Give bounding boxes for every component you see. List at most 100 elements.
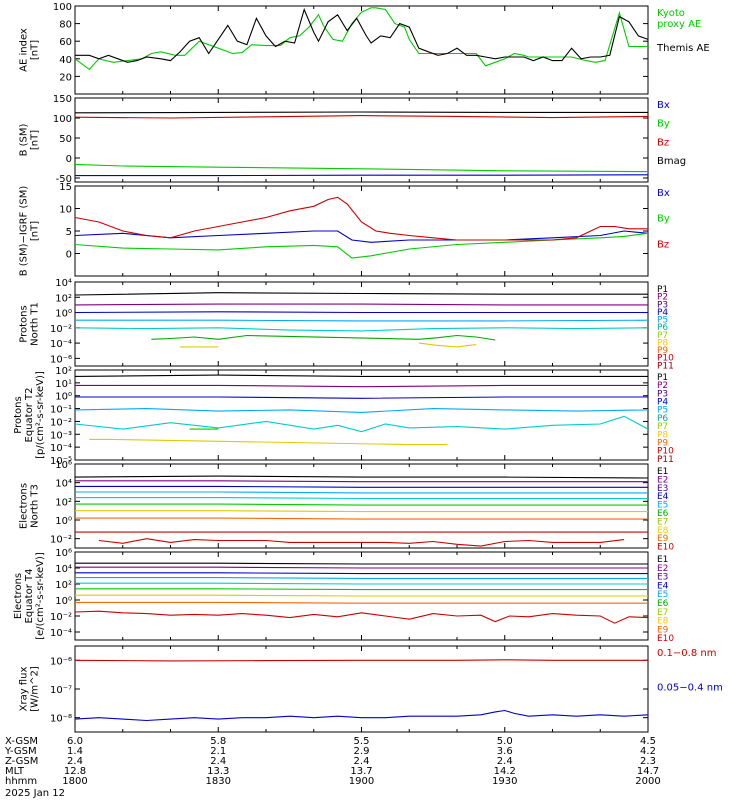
ephemeris-value: 14.2 xyxy=(494,766,516,777)
series-line xyxy=(75,497,648,500)
legend-entry: P10 xyxy=(657,354,674,364)
y-axis-label: Equator T2 xyxy=(24,388,35,443)
panel-frame xyxy=(74,97,649,183)
legend-entry: E9 xyxy=(657,625,669,635)
legend-entry: E2 xyxy=(657,475,668,485)
panel-5: 10⁻⁵ 10⁻⁴ 10⁻³ 10⁻²10⁻¹ 10⁰ 10¹ 10² Protons Equa… xyxy=(13,366,674,467)
legend-entry: E2 xyxy=(657,564,668,574)
y-tick-label: 10⁻⁷ xyxy=(50,685,72,696)
series-line xyxy=(74,196,648,241)
panel-4: 10⁻⁶ 10⁻⁴ 10⁻² 10⁰ 10² 10⁴ Protons North T1 P1P2… xyxy=(19,278,675,371)
legend-entry: P8 xyxy=(657,430,668,440)
y-axis-label: North T1 xyxy=(30,302,41,346)
panel-frame xyxy=(74,5,649,95)
y-tick-label: 60 xyxy=(59,37,72,48)
series-line xyxy=(74,327,649,332)
legend-entry: E3 xyxy=(657,484,668,494)
legend-entry: P7 xyxy=(657,422,668,432)
y-tick-label: 10⁻¹ xyxy=(50,405,72,416)
y-tick-label: 10⁻³ xyxy=(50,430,72,441)
y-tick-label: 10¹ xyxy=(55,379,72,390)
y-tick-label: 40 xyxy=(59,55,72,66)
ephemeris-row-label: Z-GSM xyxy=(5,756,38,767)
y-axis-label: Electrons xyxy=(19,483,30,529)
y-tick-label: 0 xyxy=(66,250,72,261)
ephemeris-row-label: X-GSM xyxy=(5,736,38,747)
y-axis-label: [W/m^2] xyxy=(30,666,41,712)
series-line xyxy=(75,485,648,488)
series-line xyxy=(75,480,648,483)
legend-entry: E4 xyxy=(657,492,669,502)
y-tick-label: 10⁻⁶ xyxy=(50,354,72,365)
legend-entry: E6 xyxy=(657,509,669,519)
y-tick-label: 10⁶ xyxy=(55,460,72,471)
y-tick-label: 10⁻² xyxy=(50,612,72,623)
panel-frame xyxy=(74,369,649,461)
ephemeris-value: 2.3 xyxy=(640,756,656,767)
legend-entry: P1 xyxy=(657,285,668,295)
ephemeris-value: 2.1 xyxy=(210,746,226,757)
y-tick-label: 150 xyxy=(53,94,72,105)
legend-entry: P6 xyxy=(657,323,668,333)
series-line xyxy=(74,475,649,479)
series-line xyxy=(418,342,477,348)
y-tick-label: 10⁻⁸ xyxy=(50,714,72,725)
legend-entry: P2 xyxy=(657,381,668,391)
y-tick-label: 10⁰ xyxy=(55,309,72,320)
legend-entry: P2 xyxy=(657,293,668,303)
y-tick-label: 20 xyxy=(59,72,72,83)
ephemeris-value: 13.3 xyxy=(207,766,229,777)
ephemeris-value: 13.7 xyxy=(350,766,372,777)
y-axis-label: [nT] xyxy=(30,130,41,150)
series-line xyxy=(74,303,648,306)
ephemeris-value: 2.4 xyxy=(67,756,83,767)
ephemeris-value: 5.8 xyxy=(210,736,226,747)
legend-entry: By xyxy=(657,214,670,225)
y-tick-label: 10² xyxy=(55,580,72,591)
ephemeris-value: 1900 xyxy=(349,776,374,787)
series-line xyxy=(89,438,448,446)
series-line xyxy=(75,562,648,565)
y-tick-label: 10⁻² xyxy=(50,324,72,335)
y-tick-label: 0 xyxy=(66,154,72,165)
y-axis-label: North T3 xyxy=(30,484,41,528)
legend-entry: Kyoto xyxy=(657,8,685,19)
ephemeris-value: 6.0 xyxy=(67,736,83,747)
legend-entry: E7 xyxy=(657,517,668,527)
legend-entry: P1 xyxy=(657,373,668,383)
y-tick-label: 100 xyxy=(53,2,72,13)
legend-entry: P10 xyxy=(657,447,674,457)
series-line xyxy=(75,319,649,322)
series-line xyxy=(75,503,648,506)
legend-entry: Bmag xyxy=(657,156,686,167)
y-axis-label: [e/(cm²-s-sr-keV)] xyxy=(35,552,46,640)
ephemeris-value: 14.7 xyxy=(637,766,659,777)
series-line xyxy=(74,610,649,624)
y-tick-label: 10⁻⁴ xyxy=(50,443,72,454)
series-line xyxy=(75,510,648,513)
legend-entry: E9 xyxy=(657,534,669,544)
legend-entry: P4 xyxy=(657,308,668,318)
ephemeris-value: 1.4 xyxy=(67,746,83,757)
series-line xyxy=(75,588,648,591)
legend-entry: E6 xyxy=(657,599,669,609)
panel-2: -50 0 50 100 150 B (SM) [nT] Bx By Bz Bmag xyxy=(19,94,687,185)
ephemeris-value: 3.6 xyxy=(497,746,513,757)
ephemeris-value: 2.4 xyxy=(354,756,370,767)
series-line xyxy=(74,163,649,173)
ephemeris-value: 2000 xyxy=(635,776,660,787)
y-axis-label: Protons xyxy=(13,396,24,433)
y-tick-label: 10⁶ xyxy=(55,548,72,559)
ephemeris-value: 5.0 xyxy=(497,736,513,747)
y-tick-label: 50 xyxy=(59,134,72,145)
series-line xyxy=(98,538,625,547)
panel-8: 10⁻⁸ 10⁻⁷ 10⁻⁶ Xray flux [W/m^2] 0.1−0.8 nm 0.… xyxy=(19,645,723,733)
series-line xyxy=(74,659,648,662)
series-line xyxy=(74,230,649,243)
y-axis-label: Xray flux xyxy=(19,667,30,712)
legend-entry: P7 xyxy=(657,331,668,341)
y-tick-label: 10⁻⁴ xyxy=(50,628,72,639)
y-tick-label: 10⁴ xyxy=(55,479,72,490)
